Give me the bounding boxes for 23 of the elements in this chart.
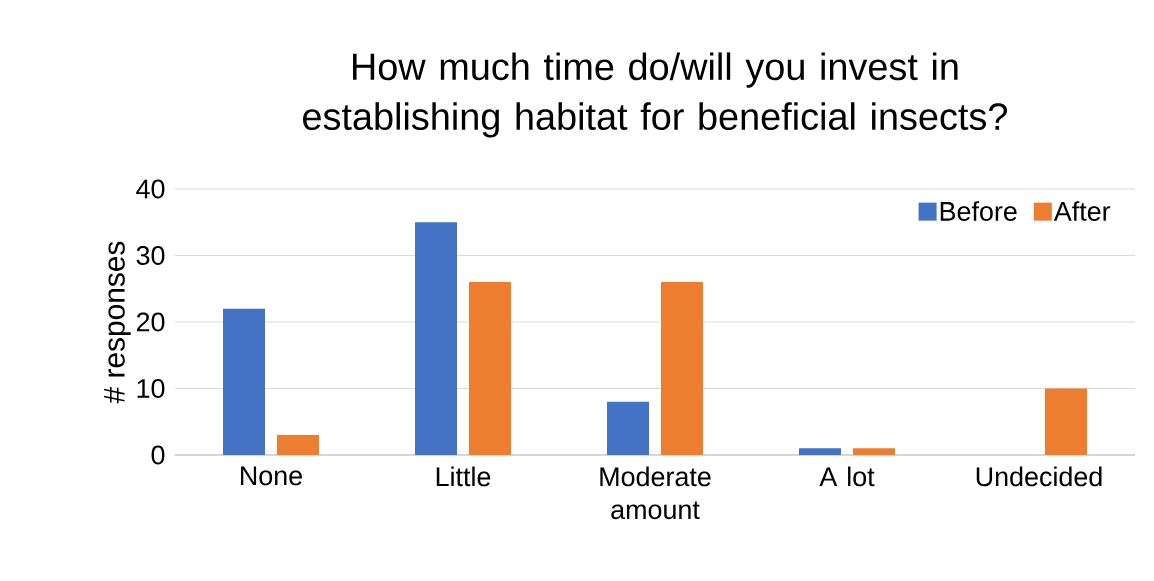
bar (1045, 388, 1088, 455)
bar (277, 435, 319, 455)
y-tick-label: 10 (137, 378, 165, 399)
x-tick-label: Undecided (976, 466, 1102, 487)
bar (799, 448, 841, 455)
y-axis-title: # responses (104, 241, 131, 404)
y-tick-label: 40 (136, 179, 165, 199)
y-tick-label: 20 (136, 312, 165, 332)
bar (469, 282, 511, 455)
bar (853, 448, 896, 455)
y-tick-label: 30 (136, 245, 165, 266)
bar (415, 222, 457, 455)
legend-label: After (1053, 201, 1111, 221)
x-tick-label: Moderate amount (600, 466, 711, 520)
x-tick-label: None (241, 466, 302, 486)
bar (223, 308, 265, 455)
legend-label: Before (940, 201, 1017, 221)
bar (661, 282, 703, 455)
bar (607, 401, 649, 455)
y-tick-label: 0 (151, 445, 165, 465)
x-tick-label: A lot (819, 466, 875, 487)
chart-title: How much time do/will you invest in establishing habitat for beneficial insects? (303, 52, 1008, 138)
x-tick-label: Little (436, 466, 491, 487)
